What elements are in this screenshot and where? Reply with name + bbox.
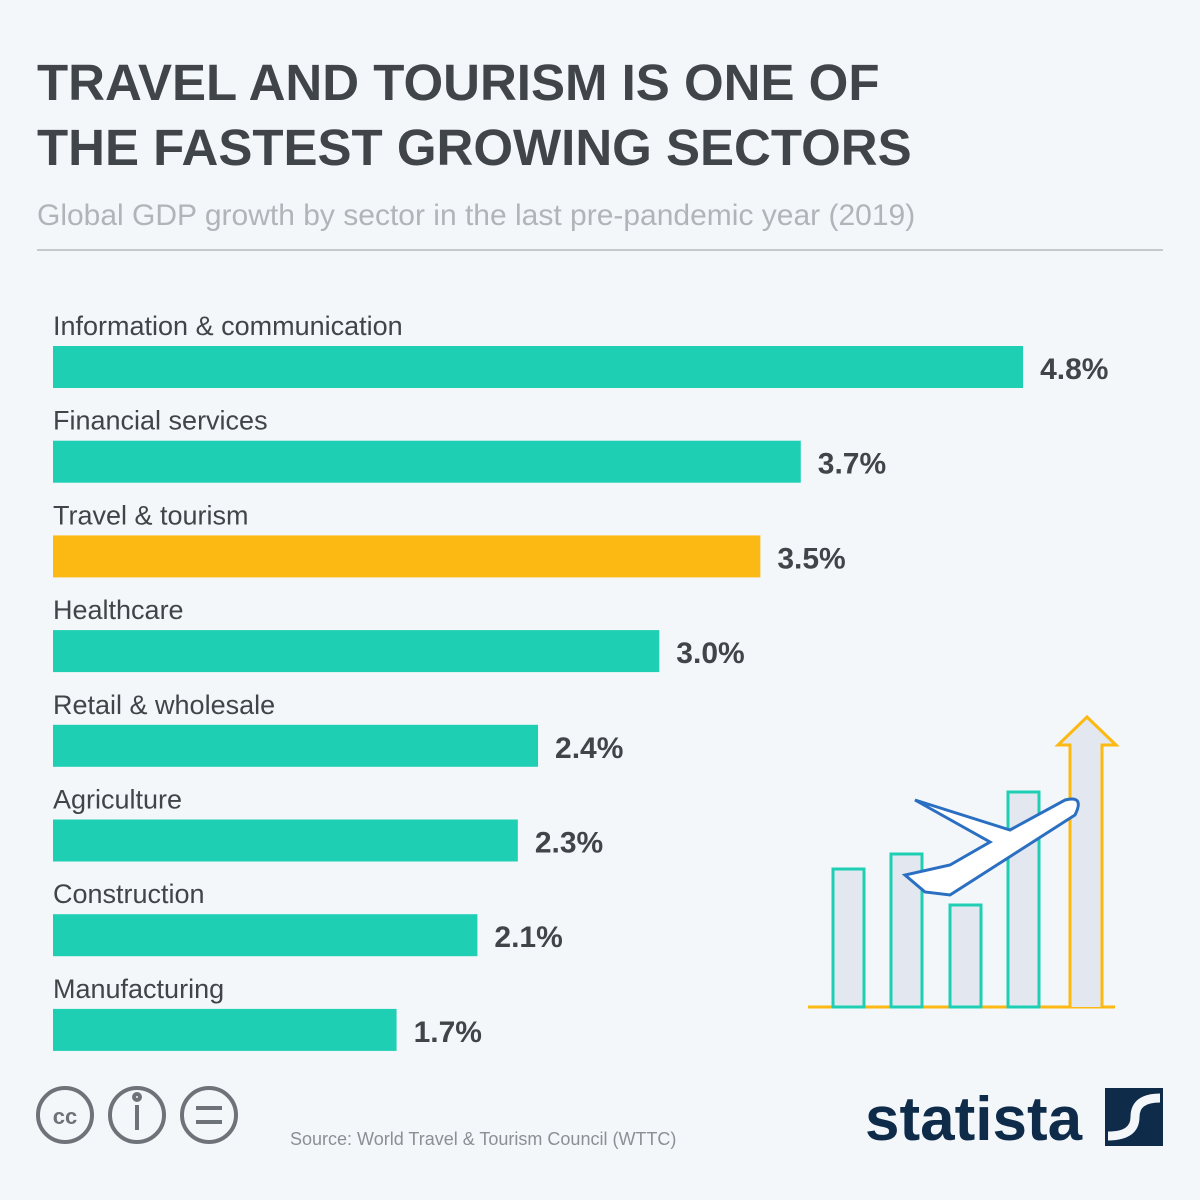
value-label: 3.7% bbox=[818, 448, 886, 481]
bar bbox=[53, 630, 660, 673]
brand-logo bbox=[1105, 1088, 1163, 1146]
category-label: Information & communication bbox=[53, 311, 403, 341]
bar bbox=[53, 914, 478, 957]
value-label: 2.1% bbox=[494, 921, 562, 954]
value-label: 3.5% bbox=[777, 542, 845, 575]
value-label: 2.4% bbox=[555, 732, 623, 765]
category-label: Financial services bbox=[53, 406, 268, 436]
category-label: Retail & wholesale bbox=[53, 690, 275, 720]
chart-title: TRAVEL AND TOURISM IS ONE OF THE FASTEST … bbox=[37, 54, 912, 176]
value-label: 1.7% bbox=[414, 1016, 482, 1049]
value-label: 2.3% bbox=[535, 827, 603, 860]
bar bbox=[53, 346, 1024, 388]
brand: statista bbox=[865, 1085, 1083, 1154]
illustration bbox=[808, 714, 1120, 1009]
category-label: Travel & tourism bbox=[53, 500, 249, 530]
category-label: Agriculture bbox=[53, 785, 182, 815]
license-icons bbox=[36, 1086, 238, 1144]
bar bbox=[53, 535, 761, 578]
category-label: Construction bbox=[53, 879, 205, 909]
category-label: Manufacturing bbox=[53, 974, 224, 1004]
value-label: 3.0% bbox=[676, 637, 744, 670]
value-label: 4.8% bbox=[1040, 353, 1108, 386]
bar bbox=[53, 1008, 397, 1051]
bar bbox=[53, 724, 539, 767]
bar bbox=[53, 819, 518, 862]
cc-icon-text: cc bbox=[53, 1104, 77, 1129]
bar bbox=[53, 440, 801, 483]
category-label: Healthcare bbox=[53, 595, 184, 625]
chart-subtitle: Global GDP growth by sector in the last … bbox=[37, 199, 915, 232]
source: Source: World Travel & Tourism Council (… bbox=[290, 1129, 676, 1149]
